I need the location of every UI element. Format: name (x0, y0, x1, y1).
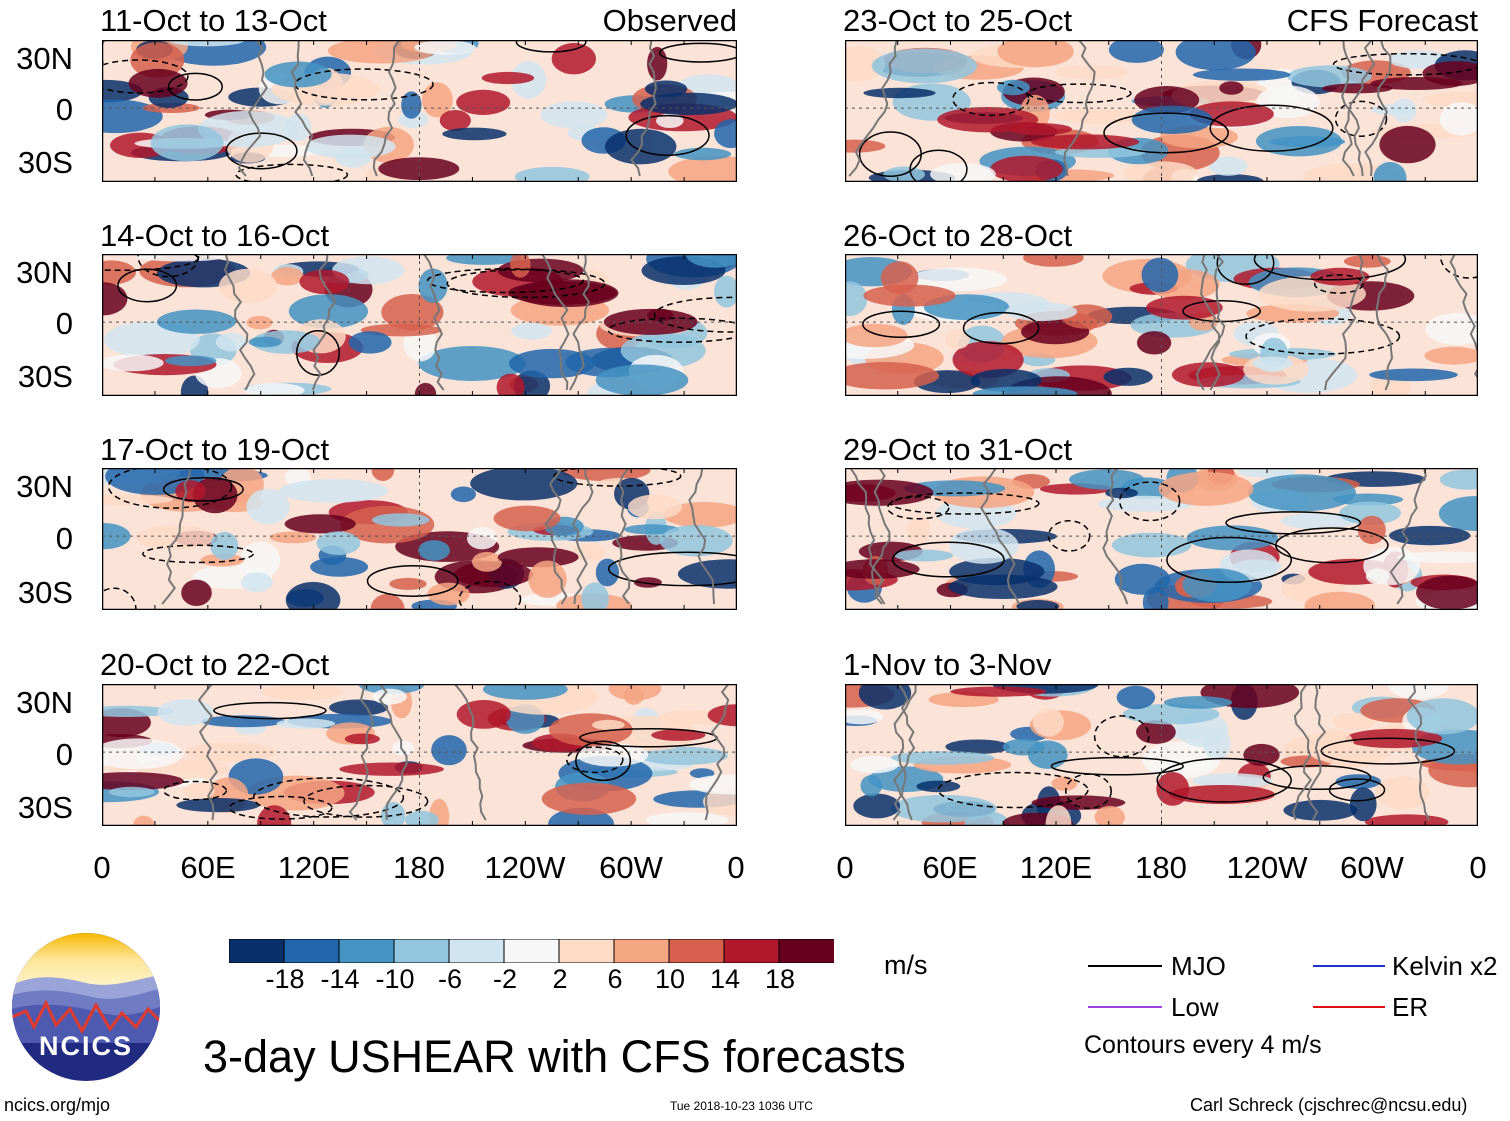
colorbar-tick: -6 (437, 964, 462, 994)
colorbar-swatch (778, 939, 834, 963)
lat-label-eq: 0 (55, 521, 73, 556)
ncics-logo[interactable]: NCICS (12, 933, 160, 1081)
logo-text: NCICS (38, 1031, 133, 1061)
lon-label: 0 (1469, 850, 1487, 885)
lat-label-30s: 30S (17, 145, 73, 180)
panel-title: 26-Oct to 28-Oct (843, 218, 1073, 253)
lon-label: 60W (599, 850, 663, 885)
colorbar-tick: 18 (764, 964, 796, 994)
lon-label: 180 (1135, 850, 1187, 885)
lat-label-30n: 30N (16, 685, 73, 720)
panel-title: 29-Oct to 31-Oct (843, 432, 1073, 467)
colorbar-tick: 14 (709, 964, 741, 994)
panel-source-label: Observed (602, 3, 737, 38)
lat-label-30s: 30S (17, 790, 73, 825)
lon-label: 120W (484, 850, 566, 885)
shear-map (102, 468, 737, 610)
shear-map (845, 468, 1478, 610)
colorbar-swatch (448, 939, 505, 963)
colorbar-tick: -14 (320, 964, 360, 994)
lat-label-eq: 0 (55, 306, 73, 341)
colorbar-tick: -2 (492, 964, 517, 994)
lon-label: 120E (277, 850, 351, 885)
panel-title: 1-Nov to 3-Nov (843, 647, 1052, 682)
lon-label: 120W (1226, 850, 1308, 885)
lat-label-30n: 30N (16, 469, 73, 504)
colorbar-tick: 6 (607, 964, 623, 994)
author-credit: Carl Schreck (cjschrec@ncsu.edu) (1190, 1095, 1468, 1115)
colorbar-tick: 10 (654, 964, 686, 994)
lon-label: 0 (93, 850, 111, 885)
shear-map (102, 684, 737, 826)
legend-label-er: ER (1392, 992, 1429, 1022)
shear-map (102, 40, 737, 182)
shear-map (845, 254, 1478, 396)
shear-map (845, 684, 1478, 826)
ncics-logo-graphic (12, 933, 160, 1081)
shear-map (845, 40, 1478, 182)
panel-title: 23-Oct to 25-Oct (843, 3, 1073, 38)
panel-title: 11-Oct to 13-Oct (100, 3, 327, 38)
main-title: 3-day USHEAR with CFS forecasts (203, 1031, 906, 1082)
website-link[interactable]: ncics.org/mjo (4, 1095, 111, 1115)
colorbar-swatch (613, 939, 670, 963)
lon-label: 120E (1019, 850, 1093, 885)
colorbar-swatch (338, 939, 395, 963)
panel-title: 17-Oct to 19-Oct (100, 432, 330, 467)
lat-label-30s: 30S (17, 359, 73, 394)
legend-line-er (1313, 1006, 1385, 1008)
colorbar-swatch (229, 939, 285, 963)
panel-source-label: CFS Forecast (1286, 3, 1478, 38)
lat-label-eq: 0 (55, 92, 73, 127)
colorbar-units: m/s (884, 950, 928, 980)
legend-label-mjo: MJO (1171, 951, 1226, 981)
timestamp: Tue 2018-10-23 1036 UTC (670, 1099, 813, 1113)
colorbar-swatch (723, 939, 780, 963)
lon-label: 0 (727, 850, 745, 885)
colorbar-swatch (283, 939, 340, 963)
colorbar-swatch (393, 939, 450, 963)
lon-label: 60E (922, 850, 978, 885)
legend-label-low: Low (1171, 992, 1219, 1022)
colorbar-tick: 2 (552, 964, 568, 994)
shear-map (102, 254, 737, 396)
lat-label-30n: 30N (16, 255, 73, 290)
lon-label: 60W (1340, 850, 1404, 885)
lat-label-30n: 30N (16, 41, 73, 76)
panel-title: 20-Oct to 22-Oct (100, 647, 330, 682)
legend-line-low (1088, 1006, 1162, 1008)
lat-label-30s: 30S (17, 575, 73, 610)
colorbar-swatch (668, 939, 725, 963)
legend-line-kelvin (1313, 965, 1385, 967)
lon-label: 60E (180, 850, 236, 885)
lon-label: 0 (836, 850, 854, 885)
panel-title: 14-Oct to 16-Oct (100, 218, 330, 253)
colorbar-swatches (229, 939, 834, 963)
legend-line-mjo (1088, 965, 1162, 967)
colorbar-tick: -10 (375, 964, 415, 994)
colorbar-tick: -18 (265, 964, 305, 994)
legend-label-kelvin: Kelvin x2 (1392, 951, 1498, 981)
colorbar-swatch (558, 939, 615, 963)
contour-note: Contours every 4 m/s (1084, 1031, 1322, 1059)
lon-label: 180 (393, 850, 445, 885)
colorbar-swatch (503, 939, 560, 963)
lat-label-eq: 0 (55, 737, 73, 772)
